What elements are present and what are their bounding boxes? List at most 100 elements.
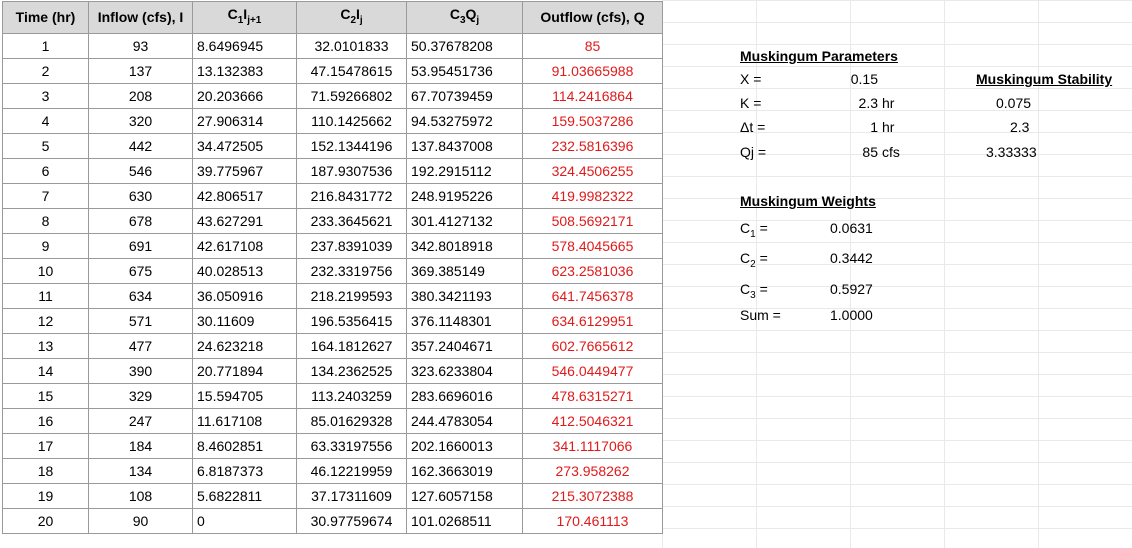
cell-c3[interactable]: 323.6233804 [406, 357, 523, 384]
cell-c3[interactable]: 127.6057158 [406, 482, 523, 509]
cell-inflow[interactable]: 571 [88, 307, 193, 334]
stability-value-2[interactable]: 2.3 [1010, 119, 1030, 135]
cell-c2[interactable]: 46.12219959 [296, 457, 407, 484]
cell-c2[interactable]: 63.33197556 [296, 432, 407, 459]
cell-c3[interactable]: 53.95451736 [406, 57, 523, 84]
cell-c1[interactable]: 30.11609 [192, 307, 297, 334]
cell-time[interactable]: 15 [2, 382, 89, 409]
header-time[interactable]: Time (hr) [2, 1, 89, 34]
qj-label[interactable]: Qj = [740, 144, 767, 160]
cell-outflow[interactable]: 546.0449477 [522, 357, 663, 384]
cell-c1[interactable]: 6.8187373 [192, 457, 297, 484]
cell-time[interactable]: 18 [2, 457, 89, 484]
cell-inflow[interactable]: 320 [88, 107, 193, 134]
cell-outflow[interactable]: 341.1117066 [522, 432, 663, 459]
cell-c1[interactable]: 5.6822811 [192, 482, 297, 509]
cell-outflow[interactable]: 508.5692171 [522, 207, 663, 234]
cell-outflow[interactable]: 419.9982322 [522, 182, 663, 209]
cell-outflow[interactable]: 273.958262 [522, 457, 663, 484]
cell-c2[interactable]: 113.2403259 [296, 382, 407, 409]
cell-c3[interactable]: 202.1660013 [406, 432, 523, 459]
cell-time[interactable]: 6 [2, 157, 89, 184]
cell-outflow[interactable]: 623.2581036 [522, 257, 663, 284]
cell-c3[interactable]: 376.1148301 [406, 307, 523, 334]
dt-value[interactable]: 1 [870, 119, 878, 135]
cell-time[interactable]: 1 [2, 32, 89, 59]
cell-c2[interactable]: 164.1812627 [296, 332, 407, 359]
empty-cell-grid[interactable] [662, 0, 1132, 548]
stability-title[interactable]: Muskingum Stability [976, 71, 1113, 87]
cell-c1[interactable]: 0 [192, 507, 297, 534]
cell-time[interactable]: 4 [2, 107, 89, 134]
cell-c1[interactable]: 40.028513 [192, 257, 297, 284]
cell-c3[interactable]: 137.8437008 [406, 132, 523, 159]
cell-c1[interactable]: 42.806517 [192, 182, 297, 209]
cell-c3[interactable]: 101.0268511 [406, 507, 523, 534]
cell-time[interactable]: 17 [2, 432, 89, 459]
cell-time[interactable]: 11 [2, 282, 89, 309]
cell-outflow[interactable]: 641.7456378 [522, 282, 663, 309]
c1-label[interactable]: C1 = [740, 220, 768, 240]
cell-c2[interactable]: 216.8431772 [296, 182, 407, 209]
cell-c2[interactable]: 196.5356415 [296, 307, 407, 334]
cell-inflow[interactable]: 329 [88, 382, 193, 409]
cell-inflow[interactable]: 675 [88, 257, 193, 284]
cell-outflow[interactable]: 114.2416864 [522, 82, 663, 109]
cell-c1[interactable]: 20.771894 [192, 357, 297, 384]
cell-c3[interactable]: 162.3663019 [406, 457, 523, 484]
header-outflow[interactable]: Outflow (cfs), Q [522, 1, 663, 34]
cell-c2[interactable]: 110.1425662 [296, 107, 407, 134]
cell-outflow[interactable]: 634.6129951 [522, 307, 663, 334]
qj-value[interactable]: 85 [862, 144, 878, 160]
cell-c1[interactable]: 39.775967 [192, 157, 297, 184]
cell-inflow[interactable]: 137 [88, 57, 193, 84]
dt-label[interactable]: Δt = [740, 119, 766, 135]
cell-inflow[interactable]: 208 [88, 82, 193, 109]
cell-inflow[interactable]: 184 [88, 432, 193, 459]
cell-c2[interactable]: 187.9307536 [296, 157, 407, 184]
cell-c1[interactable]: 15.594705 [192, 382, 297, 409]
cell-c3[interactable]: 301.4127132 [406, 207, 523, 234]
cell-outflow[interactable]: 170.461113 [522, 507, 663, 534]
header-c1[interactable]: C1Ij+1 [192, 1, 297, 34]
cell-c1[interactable]: 8.6496945 [192, 32, 297, 59]
cell-c2[interactable]: 134.2362525 [296, 357, 407, 384]
cell-c2[interactable]: 85.01629328 [296, 407, 407, 434]
cell-c1[interactable]: 11.617108 [192, 407, 297, 434]
cell-time[interactable]: 3 [2, 82, 89, 109]
cell-outflow[interactable]: 159.5037286 [522, 107, 663, 134]
cell-time[interactable]: 16 [2, 407, 89, 434]
c3-value[interactable]: 0.5927 [830, 281, 873, 297]
cell-inflow[interactable]: 630 [88, 182, 193, 209]
cell-c3[interactable]: 67.70739459 [406, 82, 523, 109]
stability-value-3[interactable]: 3.33333 [986, 144, 1037, 160]
cell-time[interactable]: 2 [2, 57, 89, 84]
cell-outflow[interactable]: 478.6315271 [522, 382, 663, 409]
cell-c1[interactable]: 43.627291 [192, 207, 297, 234]
cell-c3[interactable]: 248.9195226 [406, 182, 523, 209]
cell-inflow[interactable]: 691 [88, 232, 193, 259]
cell-c3[interactable]: 192.2915112 [406, 157, 523, 184]
cell-inflow[interactable]: 390 [88, 357, 193, 384]
cell-c3[interactable]: 244.4783054 [406, 407, 523, 434]
cell-outflow[interactable]: 602.7665612 [522, 332, 663, 359]
cell-inflow[interactable]: 247 [88, 407, 193, 434]
cell-time[interactable]: 5 [2, 132, 89, 159]
cell-inflow[interactable]: 442 [88, 132, 193, 159]
header-c2[interactable]: C2Ij [296, 1, 407, 34]
cell-c2[interactable]: 237.8391039 [296, 232, 407, 259]
cell-time[interactable]: 13 [2, 332, 89, 359]
stability-value-1[interactable]: 0.075 [996, 95, 1032, 111]
cell-inflow[interactable]: 546 [88, 157, 193, 184]
weights-title[interactable]: Muskingum Weights [740, 193, 876, 209]
cell-outflow[interactable]: 215.3072388 [522, 482, 663, 509]
sum-value[interactable]: 1.0000 [830, 307, 873, 323]
cell-c3[interactable]: 342.8018918 [406, 232, 523, 259]
header-inflow[interactable]: Inflow (cfs), I [88, 1, 193, 34]
cell-inflow[interactable]: 108 [88, 482, 193, 509]
c1-value[interactable]: 0.0631 [830, 220, 873, 236]
c2-value[interactable]: 0.3442 [830, 250, 873, 266]
cell-time[interactable]: 20 [2, 507, 89, 534]
c2-label[interactable]: C2 = [740, 250, 768, 270]
cell-outflow[interactable]: 578.4045665 [522, 232, 663, 259]
